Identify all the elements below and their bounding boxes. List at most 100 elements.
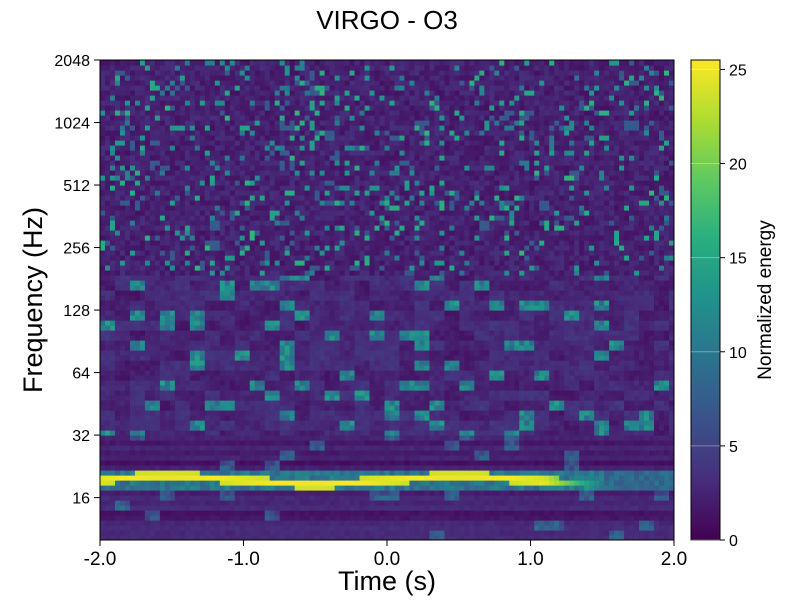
heatmap-cell (619, 435, 625, 441)
heatmap-cell (214, 350, 221, 356)
heatmap-cell (329, 320, 336, 326)
heatmap-cell (624, 375, 630, 381)
heatmap-cell (434, 445, 441, 451)
heatmap-cell (284, 500, 291, 506)
heatmap-cell (354, 385, 361, 391)
heatmap-cell (254, 535, 261, 540)
heatmap-cell (134, 350, 141, 356)
heatmap-cell (119, 470, 126, 476)
heatmap-cell (594, 460, 600, 466)
heatmap-cell (539, 525, 545, 531)
heatmap-cell (234, 460, 241, 466)
heatmap-cell (644, 445, 650, 451)
heatmap-cell (134, 415, 141, 421)
heatmap-cell (409, 340, 416, 346)
heatmap-cell (114, 510, 121, 516)
heatmap-cell (634, 335, 640, 341)
heatmap-cell (104, 390, 111, 396)
heatmap-cell (344, 355, 351, 361)
heatmap-cell (609, 520, 615, 526)
heatmap-cell (104, 360, 111, 366)
heatmap-cell (314, 495, 321, 501)
heatmap-cell (219, 465, 226, 471)
heatmap-cell (314, 375, 321, 381)
heatmap-cell (374, 470, 381, 476)
heatmap-cell (584, 415, 590, 421)
heatmap-cell (464, 380, 470, 386)
heatmap-cell (494, 350, 500, 356)
heatmap-cell (100, 520, 106, 526)
heatmap-cell (184, 520, 191, 526)
heatmap-cell (489, 385, 495, 391)
heatmap-cell (504, 490, 510, 496)
heatmap-cell (174, 390, 181, 396)
heatmap-cell (100, 500, 106, 506)
heatmap-cell (649, 380, 655, 386)
heatmap-cell (374, 485, 381, 491)
heatmap-cell (544, 330, 550, 336)
heatmap-cell (629, 375, 635, 381)
heatmap-cell (369, 465, 376, 471)
heatmap-cell (359, 490, 366, 496)
heatmap-cell (394, 360, 401, 366)
heatmap-cell (329, 380, 336, 386)
heatmap-cell (244, 475, 251, 481)
heatmap-cell (174, 455, 181, 461)
heatmap-cell (624, 395, 630, 401)
heatmap-cell (354, 530, 361, 536)
heatmap-cell (259, 480, 266, 486)
heatmap-cell (454, 400, 460, 406)
heatmap-cell (529, 520, 535, 526)
heatmap-cell (659, 400, 665, 406)
heatmap-cell (319, 485, 326, 491)
heatmap-cell (324, 370, 331, 376)
heatmap-cell (164, 385, 171, 391)
heatmap-cell (644, 405, 650, 411)
heatmap-cell (284, 405, 291, 411)
heatmap-cell (569, 415, 575, 421)
heatmap-cell (484, 490, 490, 496)
heatmap-cell (109, 335, 116, 341)
heatmap-cell (194, 340, 201, 346)
heatmap-cell (159, 380, 166, 386)
heatmap-cell (319, 390, 326, 396)
heatmap-cell (149, 375, 156, 381)
heatmap-cell (159, 500, 166, 506)
heatmap-cell (384, 380, 391, 386)
heatmap-cell (614, 405, 620, 411)
heatmap-cell (444, 345, 450, 351)
heatmap-cell (359, 505, 366, 511)
heatmap-cell (254, 430, 261, 436)
heatmap-cell (474, 330, 480, 336)
heatmap-cell (644, 430, 650, 436)
heatmap-cell (109, 370, 116, 376)
heatmap-cell (424, 445, 431, 451)
heatmap-cell (129, 465, 136, 471)
heatmap-cell (604, 455, 610, 461)
heatmap-cell (464, 505, 470, 511)
heatmap-cell (134, 400, 141, 406)
heatmap-cell (314, 380, 321, 386)
heatmap-cell (254, 490, 261, 496)
heatmap-cell (309, 525, 316, 531)
heatmap-cell (564, 380, 570, 386)
heatmap-cell (129, 425, 136, 431)
heatmap-cell (349, 450, 356, 456)
heatmap-cell (234, 525, 241, 531)
heatmap-cell (464, 430, 470, 436)
heatmap-cell (269, 490, 276, 496)
heatmap-cell (589, 420, 595, 426)
heatmap-cell (459, 335, 465, 341)
heatmap-cell (294, 450, 301, 456)
heatmap-cell (100, 370, 106, 376)
heatmap-cell (134, 330, 141, 336)
heatmap-cell (649, 480, 655, 486)
heatmap-cell (504, 445, 510, 451)
heatmap-cell (559, 400, 565, 406)
heatmap-cell (169, 355, 176, 361)
heatmap-cell (499, 530, 505, 536)
heatmap-cell (499, 385, 505, 391)
heatmap-cell (179, 335, 186, 341)
heatmap-cell (199, 485, 206, 491)
heatmap-cell (344, 470, 351, 476)
